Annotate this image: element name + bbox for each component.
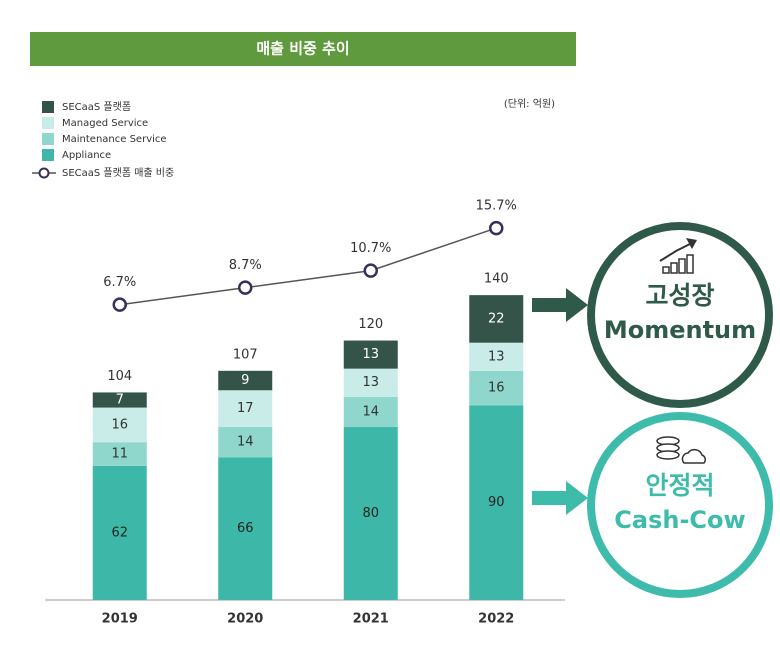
segment-label: 11 [111, 447, 128, 462]
icon [686, 238, 697, 249]
bar-segment [343, 340, 398, 369]
x-tick-label: 2019 [102, 612, 138, 627]
segment-label: 16 [488, 381, 505, 396]
line-label: 10.7% [350, 241, 391, 256]
icon [662, 266, 670, 274]
segment-label: 13 [362, 347, 379, 362]
bar-segment [92, 392, 147, 408]
segment-label: 22 [488, 311, 505, 326]
segment-label: 80 [362, 506, 379, 521]
segment-label: 62 [111, 525, 128, 540]
annotation-title: 고성장 [645, 281, 714, 310]
bar-segment [218, 370, 273, 391]
legend-label: SECaaS 플랫폼 매출 비중 [62, 167, 174, 179]
icon [681, 449, 706, 464]
segment-label: 90 [488, 495, 505, 510]
annotation-subtitle: Momentum [604, 316, 756, 344]
bar-segment [469, 342, 524, 371]
icon [659, 242, 693, 262]
line-marker [112, 297, 127, 312]
legend-swatch [42, 133, 54, 145]
segment-label: 66 [237, 521, 254, 536]
segment-label: 13 [362, 375, 379, 390]
x-tick-label: 2020 [227, 612, 263, 627]
total-label: 140 [484, 272, 509, 287]
line-label: 15.7% [476, 199, 517, 214]
segment-label: 16 [111, 417, 128, 432]
arrows [532, 288, 588, 515]
line [119, 227, 497, 306]
x-tick-label: 2021 [353, 612, 389, 627]
legend-marker [38, 167, 50, 179]
line-marker [489, 220, 504, 236]
x-tick-label: 2022 [478, 612, 514, 627]
line-marker [238, 280, 253, 295]
legend-swatch [42, 117, 54, 129]
bar-segment [218, 390, 273, 428]
annotation-circle [587, 222, 773, 408]
bar-segment [343, 368, 398, 397]
legend-label: SECaaS 플랫폼 [62, 101, 131, 113]
line-marker [363, 263, 378, 278]
bar-segment [469, 295, 524, 343]
bar-segment [343, 427, 398, 600]
icon [670, 262, 678, 274]
bar-segment [92, 407, 147, 443]
icon [656, 450, 680, 460]
segment-label: 14 [237, 435, 254, 450]
segment-label: 17 [237, 401, 254, 416]
annotation-circle [587, 412, 773, 598]
line-label: 8.7% [229, 258, 262, 273]
total-label: 107 [233, 347, 258, 362]
legend-label: Maintenance Service [62, 134, 167, 145]
legend-label: Appliance [62, 150, 111, 161]
chart-title: 매출 비중 추이 [256, 40, 349, 58]
legend-swatch [42, 149, 54, 161]
unit-note: (단위: 억원) [504, 97, 555, 110]
icon [678, 258, 686, 274]
title-banner [30, 32, 576, 66]
bar-segment [92, 465, 147, 600]
bar-segment [469, 405, 524, 600]
annotation-title: 안정적 [645, 471, 714, 500]
bar-segment [218, 457, 273, 600]
total-label: 120 [358, 317, 383, 332]
icon [686, 254, 694, 274]
segment-label: 14 [362, 404, 379, 419]
segment-label: 13 [488, 349, 505, 364]
legend-swatch [42, 101, 54, 113]
bar-segment [218, 427, 273, 458]
segment-label: 7 [116, 393, 124, 408]
line-label: 6.7% [103, 275, 136, 290]
segment-label: 9 [241, 373, 249, 388]
total-label: 104 [107, 369, 132, 384]
legend-label: Managed Service [62, 118, 148, 129]
bar-segment [469, 370, 524, 406]
bar-segment [343, 396, 398, 428]
bar-segment [92, 442, 147, 466]
annotation-subtitle: Cash-Cow [614, 506, 745, 534]
